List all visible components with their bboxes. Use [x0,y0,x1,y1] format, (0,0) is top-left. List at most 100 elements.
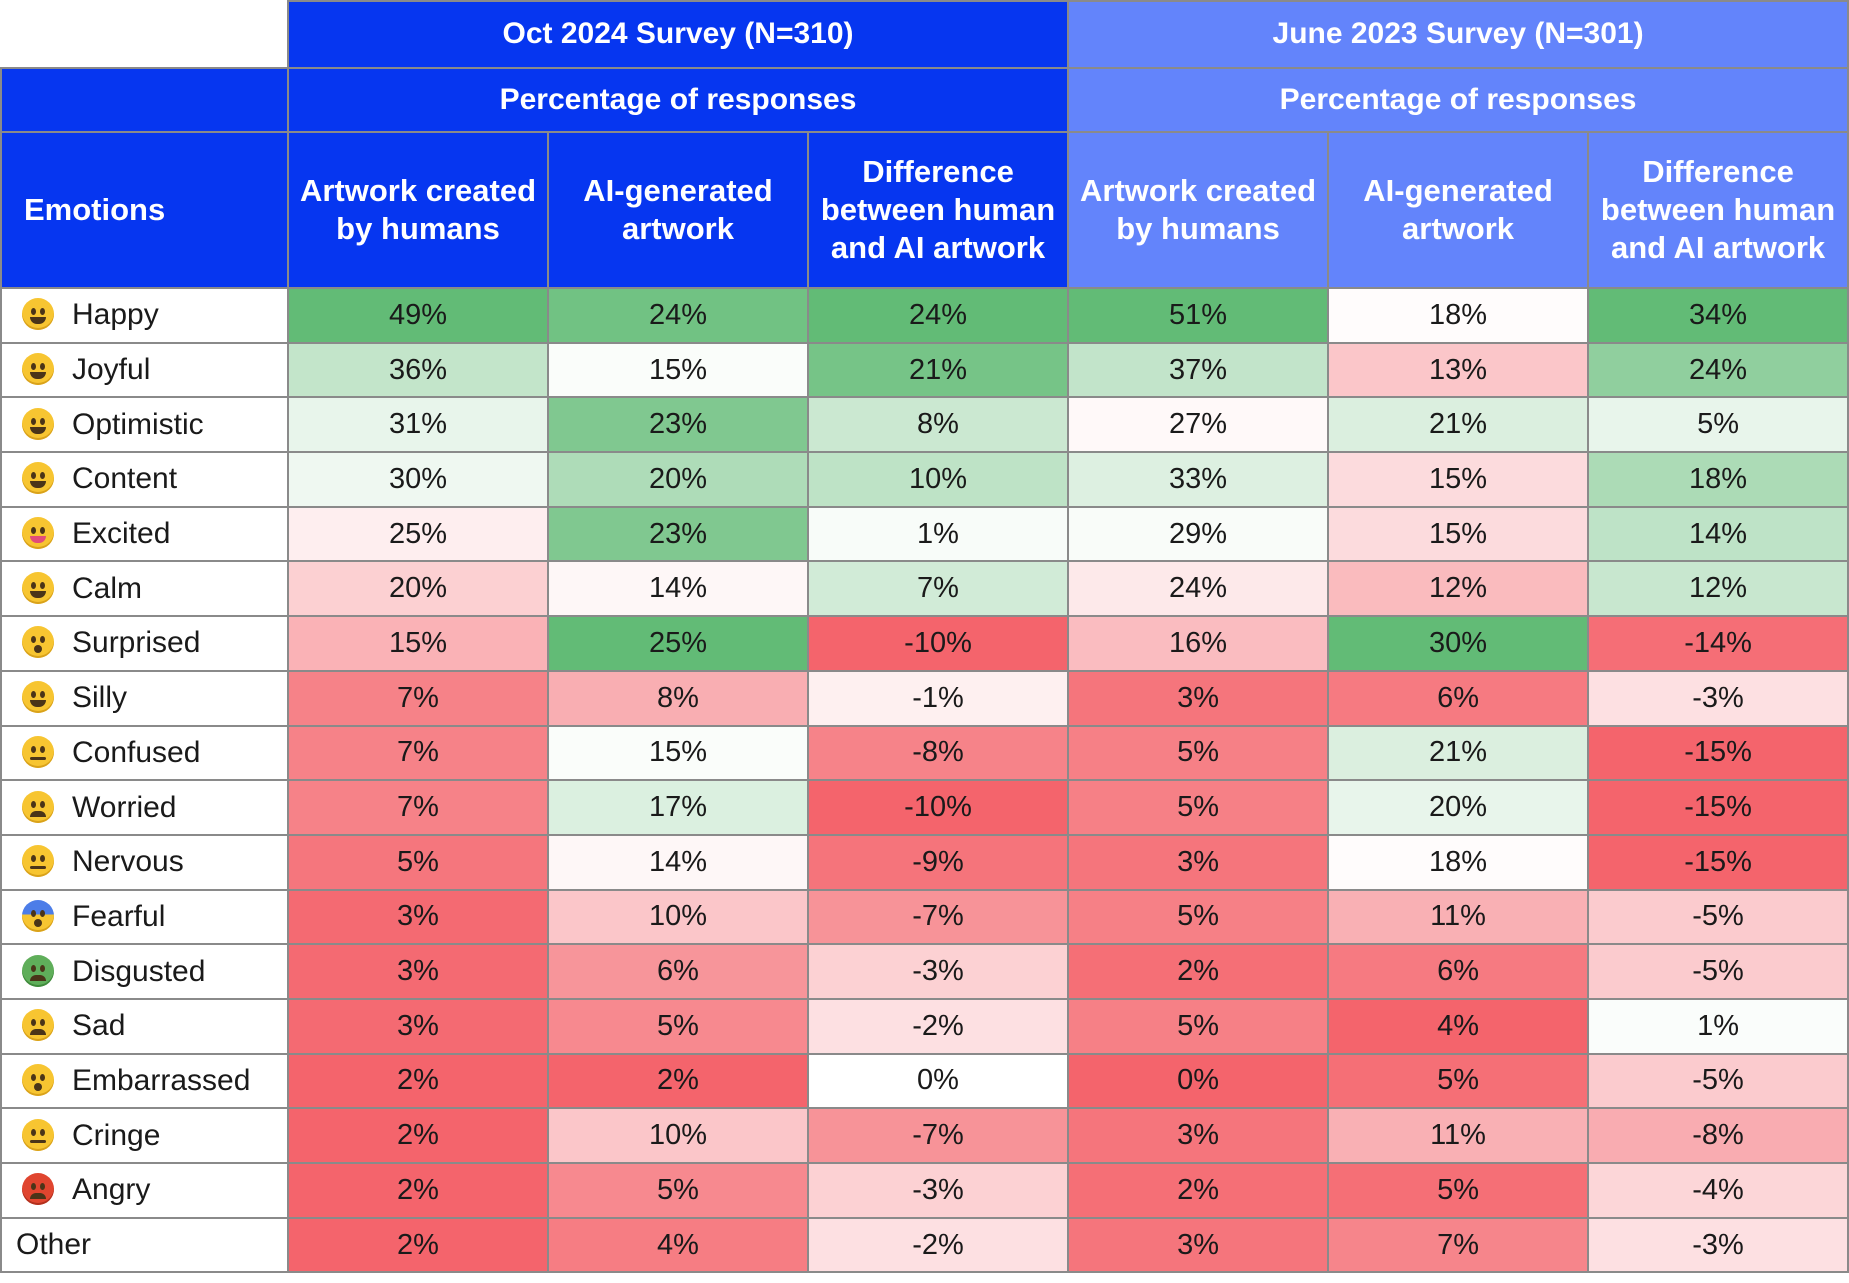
value-cell-oct-ai: 15% [547,724,809,782]
emotion-label: Joyful [72,353,151,387]
value-cell-oct-human: 7% [287,669,549,727]
value-cell-oct-ai: 5% [547,997,809,1055]
emotion-cell: Content [0,451,289,508]
value-cell-oct-diff: -8% [806,724,1070,782]
emotion-cell: Fearful [0,888,289,946]
value-cell-jun-human: 2% [1067,943,1330,1000]
value-cell-jun-human: 27% [1067,396,1330,454]
nauseated-face-icon [22,954,54,987]
june-percentage-header: Percentage of responses [1067,67,1849,133]
value-cell-jun-diff: -15% [1587,833,1849,891]
value-cell-jun-human: 0% [1067,1052,1330,1110]
emotion-cell: Embarrassed [0,1052,289,1110]
value-cell-oct-human: 25% [287,505,549,563]
value-cell-jun-human: 2% [1067,1162,1330,1219]
emotion-cell: Calm [0,560,289,618]
emotion-label: Fearful [72,899,166,933]
value-cell-jun-human: 16% [1067,615,1330,672]
hugging-face-icon [22,407,54,440]
value-cell-jun-ai: 4% [1327,997,1590,1055]
value-cell-oct-ai: 17% [547,779,809,836]
oct-diff-column-header: Difference between human and AI artwork [806,131,1070,289]
value-cell-jun-diff: 34% [1587,287,1849,344]
table-row: Silly 7% 8% -1% 3% 6% -3% [0,669,1849,727]
emotion-cell: Happy [0,287,289,344]
astonished-face-icon [22,626,54,659]
value-cell-jun-human: 5% [1067,724,1330,782]
value-cell-oct-human: 2% [287,1107,549,1164]
angry-face-icon [22,1173,54,1206]
value-cell-oct-diff: 8% [806,396,1070,454]
table-row: Confused 7% 15% -8% 5% 21% -15% [0,724,1849,782]
value-cell-jun-human: 3% [1067,669,1330,727]
value-cell-jun-human: 3% [1067,1216,1330,1274]
value-cell-jun-human: 33% [1067,451,1330,508]
table-row: Disgusted 3% 6% -3% 2% 6% -5% [0,943,1849,1000]
value-cell-jun-diff: 12% [1587,560,1849,618]
value-cell-oct-diff: -3% [806,1162,1070,1219]
fearful-face-icon [22,899,54,932]
sad-face-icon [22,1009,54,1042]
value-cell-jun-human: 24% [1067,560,1330,618]
emotion-cell: Angry [0,1162,289,1219]
emotion-label: Silly [72,681,128,715]
value-cell-oct-diff: 7% [806,560,1070,618]
smiling-face-icon [22,462,54,495]
party-face-icon [22,517,54,550]
table-row: Other 2% 4% -2% 3% 7% -3% [0,1216,1849,1274]
value-cell-oct-ai: 2% [547,1052,809,1110]
value-cell-oct-diff: 10% [806,451,1070,508]
value-cell-oct-diff: -2% [806,1216,1070,1274]
value-cell-oct-ai: 20% [547,451,809,508]
value-cell-jun-ai: 18% [1327,833,1590,891]
value-cell-oct-human: 3% [287,943,549,1000]
flushed-face-icon [22,1063,54,1096]
value-cell-jun-diff: -5% [1587,888,1849,946]
emotion-cell: Sad [0,997,289,1055]
value-cell-jun-diff: -5% [1587,1052,1849,1110]
value-cell-oct-ai: 25% [547,615,809,672]
june-diff-column-header: Difference between human and AI artwork [1587,131,1849,289]
emotion-label: Excited [72,517,171,551]
emotion-label: Cringe [72,1118,161,1152]
emotions-column-header: Emotions [0,131,289,289]
emotion-label: Surprised [72,626,201,660]
value-cell-oct-human: 3% [287,888,549,946]
table-row: Happy 49% 24% 24% 51% 18% 34% [0,287,1849,344]
june-2023-survey-header: June 2023 Survey (N=301) [1067,0,1849,69]
value-cell-oct-ai: 24% [547,287,809,344]
value-cell-jun-human: 3% [1067,833,1330,891]
table-row: Surprised 15% 25% -10% 16% 30% -14% [0,615,1849,672]
value-cell-jun-human: 37% [1067,341,1330,399]
value-cell-oct-human: 36% [287,341,549,399]
value-cell-jun-diff: -3% [1587,1216,1849,1274]
value-cell-oct-diff: -7% [806,888,1070,946]
value-cell-jun-diff: 14% [1587,505,1849,563]
emotion-cell: Surprised [0,615,289,672]
value-cell-jun-ai: 5% [1327,1052,1590,1110]
table-row: Worried 7% 17% -10% 5% 20% -15% [0,779,1849,836]
value-cell-oct-human: 15% [287,615,549,672]
value-cell-jun-ai: 13% [1327,341,1590,399]
value-cell-oct-ai: 14% [547,560,809,618]
table-row: Fearful 3% 10% -7% 5% 11% -5% [0,888,1849,946]
table-row: Angry 2% 5% -3% 2% 5% -4% [0,1162,1849,1219]
emotion-label: Worried [72,790,177,824]
table-row: Nervous 5% 14% -9% 3% 18% -15% [0,833,1849,891]
value-cell-jun-diff: -14% [1587,615,1849,672]
value-cell-oct-human: 30% [287,451,549,508]
value-cell-jun-diff: -3% [1587,669,1849,727]
oct-percentage-header: Percentage of responses [286,67,1070,133]
worried-face-icon [22,790,54,823]
value-cell-oct-human: 20% [287,560,549,618]
value-cell-jun-ai: 20% [1327,779,1590,836]
value-cell-jun-ai: 15% [1327,451,1590,508]
table-row: Embarrassed 2% 2% 0% 0% 5% -5% [0,1052,1849,1110]
value-cell-oct-diff: -7% [806,1107,1070,1164]
table-row: Content 30% 20% 10% 33% 15% 18% [0,451,1849,508]
value-cell-oct-human: 7% [287,779,549,836]
emotion-label: Nervous [72,845,184,879]
value-cell-oct-human: 2% [287,1162,549,1219]
value-cell-jun-human: 5% [1067,888,1330,946]
value-cell-oct-ai: 4% [547,1216,809,1274]
